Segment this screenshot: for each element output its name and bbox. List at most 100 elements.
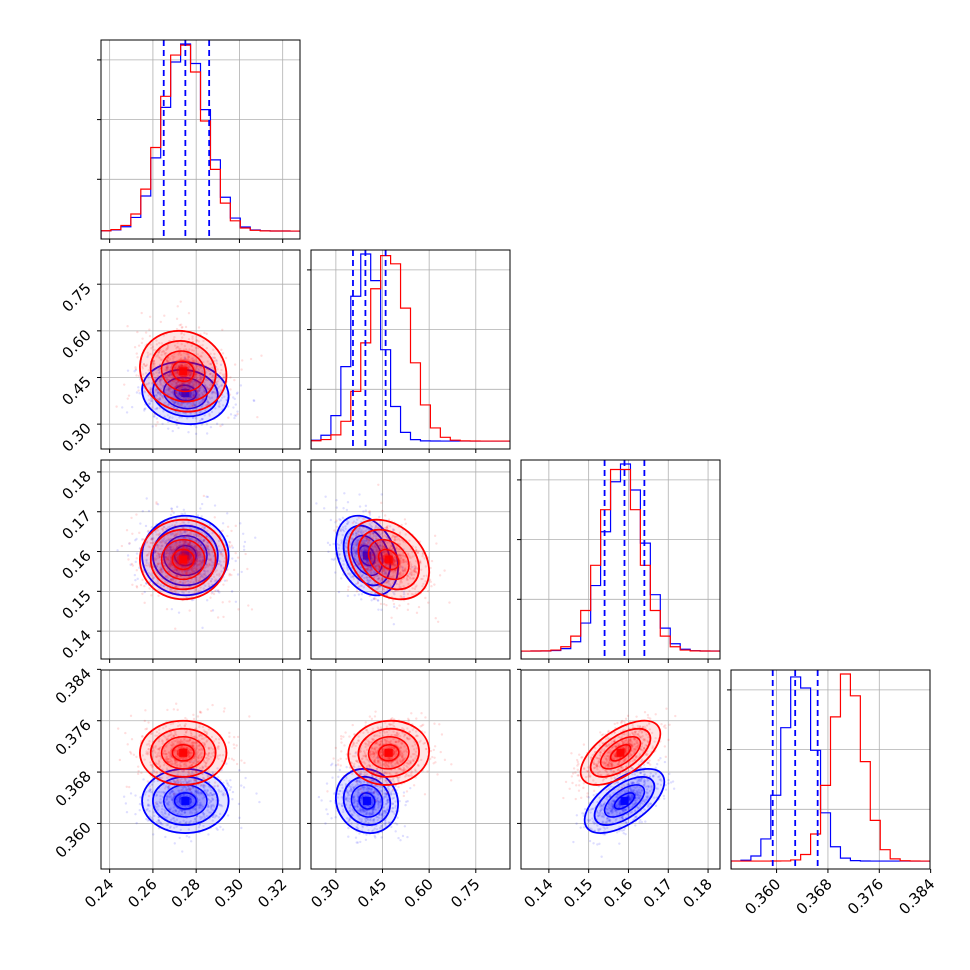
- sample-point: [196, 554, 199, 557]
- sample-point: [207, 552, 211, 555]
- sample-point: [190, 760, 193, 763]
- sample-point: [389, 583, 392, 586]
- sample-point: [187, 554, 190, 557]
- sample-point: [416, 551, 420, 555]
- sample-point: [184, 777, 187, 781]
- sample-point: [202, 389, 206, 393]
- sample-point: [380, 556, 384, 559]
- sample-point: [411, 555, 414, 558]
- sample-point: [168, 379, 172, 383]
- sample-point: [420, 568, 423, 571]
- sample-point: [205, 432, 209, 435]
- sample-point: [168, 390, 171, 393]
- sample-point: [177, 380, 180, 383]
- sample-point: [252, 399, 256, 403]
- sample-point: [368, 522, 371, 526]
- sample-point: [190, 561, 193, 565]
- sample-point: [193, 378, 196, 381]
- sample-point: [168, 552, 171, 555]
- sample-point: [394, 559, 398, 563]
- sample-point: [249, 357, 253, 361]
- sample-point: [385, 572, 388, 575]
- sample-point: [356, 576, 359, 580]
- sample-point: [200, 564, 204, 567]
- sample-point: [182, 566, 185, 569]
- sample-point: [180, 788, 183, 792]
- sample-point: [356, 542, 359, 545]
- sample-point: [155, 571, 159, 574]
- sample-point: [195, 576, 198, 579]
- sample-point: [172, 360, 175, 363]
- sample-point: [369, 569, 372, 573]
- sample-point: [158, 341, 161, 345]
- sample-point: [166, 347, 169, 350]
- sample-point: [363, 541, 366, 545]
- sample-point: [200, 791, 204, 795]
- sample-point: [210, 609, 213, 613]
- sample-point: [171, 362, 174, 366]
- sample-point: [171, 379, 174, 382]
- sample-point: [197, 791, 201, 795]
- sample-point: [367, 561, 370, 565]
- sample-point: [168, 545, 171, 549]
- sample-point: [147, 376, 150, 379]
- sample-point: [166, 414, 170, 417]
- sample-point: [196, 568, 199, 571]
- sample-point: [191, 359, 194, 362]
- sample-point: [179, 813, 182, 816]
- sample-point: [174, 541, 178, 544]
- sample-point: [206, 403, 210, 406]
- sample-point: [200, 515, 203, 518]
- sample-point: [323, 507, 326, 510]
- sample-point: [345, 551, 348, 555]
- sample-point: [169, 565, 173, 568]
- sample-point: [167, 537, 170, 540]
- sample-point: [207, 562, 211, 565]
- sample-point: [187, 779, 191, 782]
- sample-point: [175, 381, 178, 385]
- sample-point: [170, 549, 173, 553]
- sample-point: [195, 790, 198, 793]
- sample-point: [182, 790, 186, 793]
- sample-point: [165, 541, 168, 545]
- sample-point: [196, 559, 199, 562]
- sample-point: [402, 554, 405, 557]
- sample-point: [360, 584, 364, 588]
- sample-point: [152, 537, 155, 540]
- sample-point: [158, 367, 161, 371]
- sample-point: [393, 605, 396, 609]
- sample-point: [197, 825, 201, 829]
- sample-point: [195, 560, 199, 563]
- sample-point: [190, 344, 193, 348]
- sample-point: [175, 547, 179, 550]
- sample-point: [179, 794, 182, 798]
- sample-point: [180, 512, 183, 516]
- sample-point: [375, 549, 378, 552]
- sample-point: [161, 790, 165, 794]
- sample-point: [400, 523, 403, 527]
- sample-point: [188, 371, 191, 375]
- sample-point: [168, 564, 172, 568]
- sample-point: [381, 568, 384, 571]
- sample-point: [222, 583, 225, 586]
- sample-point: [220, 553, 224, 556]
- sample-point: [195, 558, 199, 561]
- sample-point: [399, 561, 403, 564]
- sample-point: [198, 552, 202, 555]
- sample-point: [200, 418, 204, 421]
- series-0: [122, 751, 261, 853]
- sample-point: [185, 517, 188, 520]
- sample-point: [197, 553, 201, 556]
- sample-point: [217, 385, 221, 388]
- sample-point: [189, 412, 193, 415]
- sample-point: [354, 552, 358, 556]
- sample-point: [402, 585, 405, 588]
- sample-point: [260, 354, 263, 357]
- sample-point: [134, 368, 138, 372]
- sample-point: [354, 551, 358, 555]
- sample-point: [198, 563, 202, 567]
- sample-point: [207, 401, 210, 404]
- sample-point: [153, 365, 156, 368]
- sample-point: [187, 521, 190, 524]
- sample-point: [174, 391, 178, 395]
